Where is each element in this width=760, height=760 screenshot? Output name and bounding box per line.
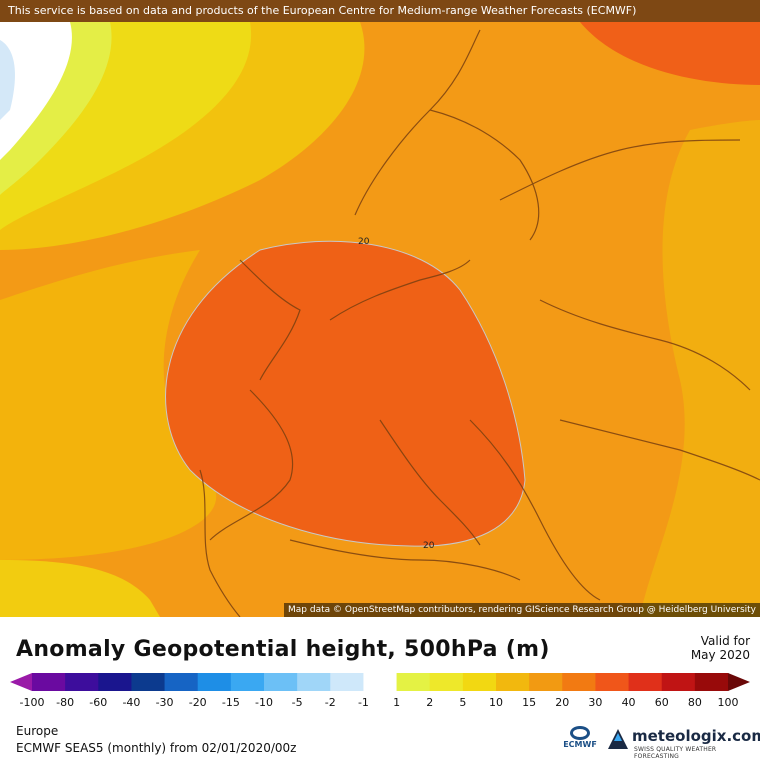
- legend-swatch: [230, 673, 265, 691]
- legend-swatch: [529, 673, 563, 691]
- meteologix-tagline: SWISS QUALITY WEATHER FORECASTING: [634, 746, 717, 760]
- legend-tick-label: -20: [188, 696, 207, 709]
- ecmwf-logo-text: ECMWF: [563, 740, 597, 749]
- color-legend: [10, 673, 750, 691]
- legend-swatch: [65, 673, 99, 691]
- legend-swatch: [330, 673, 364, 691]
- legend-arrow-high: [728, 673, 750, 691]
- legend-swatch: [595, 673, 630, 691]
- map-title: Anomaly Geopotential height, 500hPa (m): [16, 637, 550, 662]
- legend-tick-label: 100: [717, 696, 739, 709]
- map-attribution: Map data © OpenStreetMap contributors, r…: [284, 603, 760, 617]
- legend-swatch: [264, 673, 298, 691]
- contour-label: 20: [358, 237, 370, 247]
- legend-tick-label: -1: [357, 696, 369, 709]
- anomaly-map[interactable]: This service is based on data and produc…: [0, 0, 760, 617]
- map-canvas: [0, 22, 760, 617]
- meteologix-name: meteologix.com: [632, 727, 760, 745]
- legend-tick-label: 5: [459, 696, 467, 709]
- legend-tick-label: -15: [221, 696, 240, 709]
- legend-swatch: [429, 673, 464, 691]
- legend-tick-labels: -100 -80 -60 -40 -30 -20 -15 -10 -5 -2 -1 1 2 5 10 15 20…: [0, 696, 760, 712]
- legend-swatch: [694, 673, 729, 691]
- legend-tick-label: -30: [155, 696, 174, 709]
- legend-swatch: [164, 673, 199, 691]
- legend-swatch: [496, 673, 530, 691]
- legend-swatch: [98, 673, 132, 691]
- legend-swatch: [462, 673, 497, 691]
- valid-for-label: Valid for: [700, 634, 750, 648]
- legend-tick-label: -10: [255, 696, 273, 709]
- region-label: Europe: [16, 724, 59, 738]
- legend-tick-label: 60: [654, 696, 669, 709]
- ecmwf-logo: ECMWF: [562, 726, 598, 756]
- legend-tick-label: 10: [489, 696, 503, 709]
- legend-tick-label: 1: [393, 696, 401, 709]
- legend-tick-label: -60: [89, 696, 108, 709]
- legend-swatch: [661, 673, 696, 691]
- ecmwf-logo-icon: [570, 726, 590, 740]
- legend-swatch: [396, 673, 431, 691]
- legend-swatch: [363, 673, 398, 691]
- legend-tick-label: 15: [522, 696, 537, 709]
- legend-swatch: [131, 673, 166, 691]
- legend-tick-label: 20: [555, 696, 570, 709]
- legend-swatch: [32, 673, 66, 691]
- ecmwf-notice-banner: This service is based on data and produc…: [0, 0, 760, 22]
- legend-tick-label: -100: [19, 696, 45, 709]
- legend-arrow-low: [10, 673, 32, 691]
- meteologix-logo[interactable]: meteologix.com SWISS QUALITY WEATHER FOR…: [606, 727, 760, 760]
- valid-for: Valid for May 2020: [691, 634, 750, 662]
- legend-tick-label: 30: [588, 696, 603, 709]
- contour-label: 20: [423, 541, 435, 551]
- meteologix-mountain-icon: [608, 729, 628, 749]
- valid-for-date: May 2020: [690, 648, 750, 662]
- legend-swatch: [297, 673, 331, 691]
- model-run-info: ECMWF SEAS5 (monthly) from 02/01/2020/00…: [16, 741, 297, 755]
- legend-tick-label: -40: [122, 696, 141, 709]
- legend-tick-label: 2: [426, 696, 434, 709]
- legend-tick-label: 80: [687, 696, 702, 709]
- legend-swatch: [197, 673, 232, 691]
- legend-tick-label: -80: [56, 696, 75, 709]
- legend-swatch: [562, 673, 596, 691]
- legend-swatch: [628, 673, 663, 691]
- legend-tick-label: -2: [324, 696, 336, 709]
- legend-tick-label: 40: [621, 696, 636, 709]
- legend-tick-label: -5: [291, 696, 303, 709]
